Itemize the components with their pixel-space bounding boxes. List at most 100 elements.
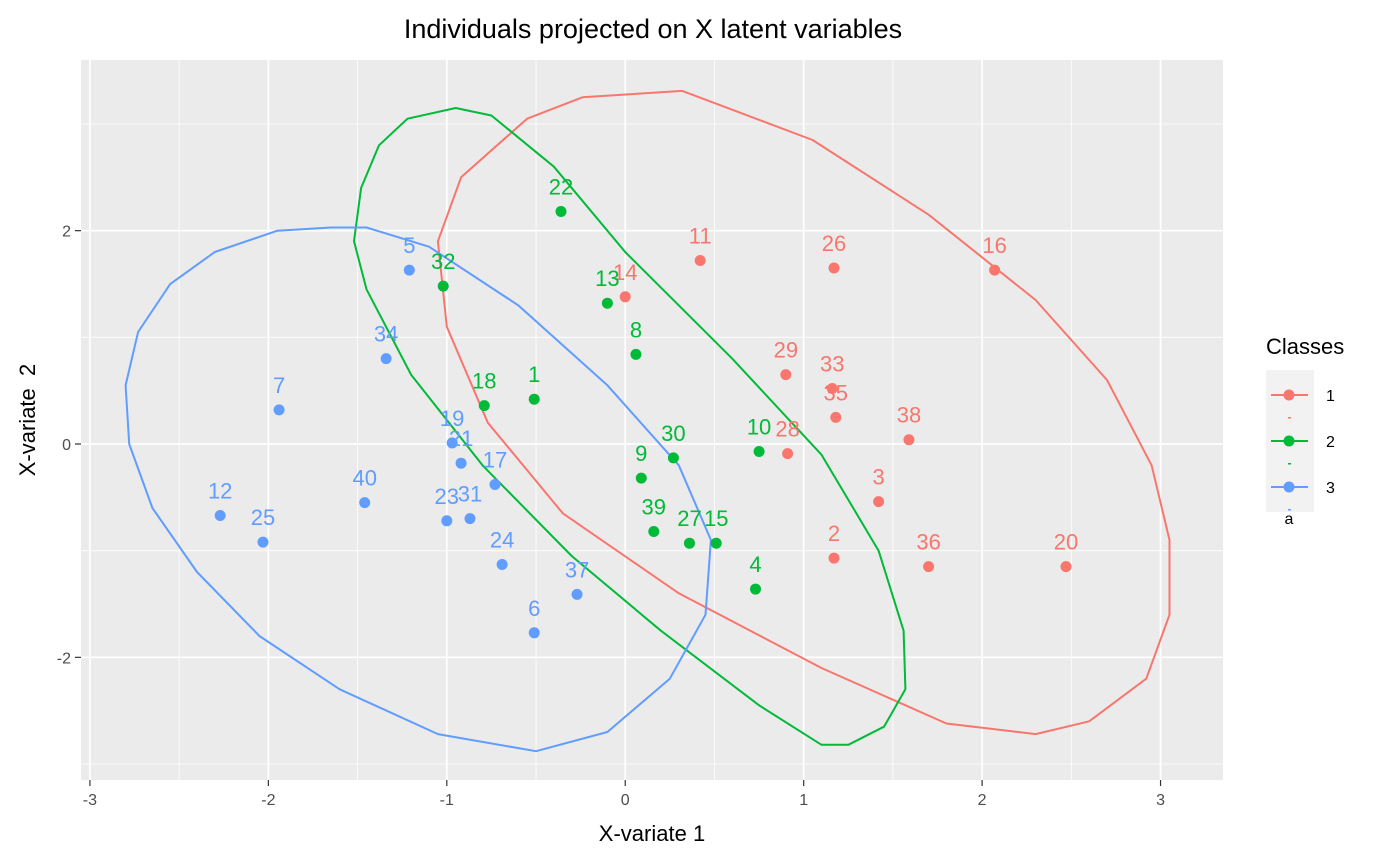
point-1 [528, 393, 540, 405]
x-tick-label: 1 [799, 792, 808, 809]
ellipse-class-1 [436, 89, 1171, 736]
point-40 [359, 497, 371, 509]
point-30 [667, 452, 679, 464]
x-tick-label: -1 [440, 792, 454, 809]
legend-text-key-3 [1288, 509, 1291, 511]
point-label-10: 10 [747, 414, 771, 439]
point-label-36: 36 [916, 530, 940, 555]
point-label-40: 40 [352, 466, 376, 491]
point-label-31: 31 [458, 482, 482, 507]
point-20 [1060, 561, 1072, 573]
x-tick-label: 3 [1156, 792, 1165, 809]
point-label-9: 9 [635, 441, 647, 466]
point-label-24: 24 [490, 528, 514, 553]
point-label-14: 14 [613, 260, 637, 285]
point-24 [496, 559, 508, 571]
legend-point-2 [1283, 435, 1295, 447]
y-axis: -2 0 2 [57, 224, 81, 667]
point-27 [683, 537, 695, 549]
point-label-4: 4 [749, 552, 761, 577]
point-11 [694, 255, 706, 267]
point-25 [257, 536, 269, 548]
x-tick-label: -3 [83, 792, 97, 809]
point-label-20: 20 [1054, 530, 1078, 555]
point-7 [273, 404, 285, 416]
point-label-32: 32 [431, 249, 455, 274]
legend-extra-text: a [1285, 511, 1294, 528]
legend: Classes 1 2 3 a [1266, 334, 1344, 528]
point-label-16: 16 [982, 233, 1006, 258]
legend-label-1: 1 [1326, 388, 1335, 405]
x-tick-label: -2 [261, 792, 275, 809]
legend-keys: 1 2 3 [1266, 370, 1335, 512]
point-8 [630, 348, 642, 360]
point-9 [635, 472, 647, 484]
ellipse-class-2 [353, 107, 907, 746]
y-tick-label: -2 [57, 650, 71, 667]
point-21 [455, 457, 467, 469]
legend-label-2: 2 [1326, 434, 1335, 451]
point-19 [446, 437, 458, 449]
point-13 [601, 297, 613, 309]
point-17 [489, 479, 501, 491]
point-28 [782, 448, 794, 460]
point-label-29: 29 [774, 338, 798, 363]
x-axis-title: X-variate 1 [599, 821, 705, 846]
point-39 [648, 525, 660, 537]
point-label-15: 15 [704, 506, 728, 531]
point-label-27: 27 [677, 506, 701, 531]
legend-text-key-2 [1288, 463, 1291, 465]
minor-gridlines [81, 60, 1223, 780]
point-22 [555, 205, 567, 217]
legend-label-3: 3 [1326, 480, 1335, 497]
point-26 [828, 262, 840, 274]
y-tick-label: 0 [62, 437, 71, 454]
point-label-1: 1 [528, 362, 540, 387]
legend-point-3 [1283, 481, 1295, 493]
point-16 [989, 264, 1001, 276]
point-5 [403, 264, 415, 276]
point-23 [441, 515, 453, 527]
point-15 [710, 537, 722, 549]
confidence-ellipses [124, 89, 1171, 753]
point-label-25: 25 [251, 505, 275, 530]
point-34 [380, 353, 392, 365]
point-35 [830, 411, 842, 423]
ellipse-class-3 [124, 226, 712, 753]
point-label-7: 7 [273, 373, 285, 398]
point-6 [528, 627, 540, 639]
point-label-39: 39 [642, 494, 666, 519]
plot-panel [81, 60, 1223, 780]
point-14 [619, 291, 631, 303]
point-label-26: 26 [822, 231, 846, 256]
point-2 [828, 552, 840, 564]
point-label-8: 8 [630, 317, 642, 342]
point-18 [478, 400, 490, 412]
point-label-12: 12 [208, 478, 232, 503]
point-29 [780, 369, 792, 381]
point-label-6: 6 [528, 596, 540, 621]
point-37 [571, 588, 583, 600]
point-label-37: 37 [565, 557, 589, 582]
point-label-18: 18 [472, 369, 496, 394]
y-tick-label: 2 [62, 224, 71, 241]
x-tick-label: 0 [621, 792, 630, 809]
point-33 [826, 383, 838, 395]
point-label-34: 34 [374, 322, 398, 347]
y-axis-title: X-variate 2 [15, 364, 40, 477]
point-label-23: 23 [435, 484, 459, 509]
legend-text-key-1 [1288, 417, 1291, 419]
point-label-28: 28 [775, 417, 799, 442]
point-label-2: 2 [828, 521, 840, 546]
point-31 [464, 513, 476, 525]
point-label-11: 11 [689, 224, 712, 249]
legend-title: Classes [1266, 334, 1344, 359]
point-label-13: 13 [595, 266, 619, 291]
x-axis: -3 -2 -1 0 1 2 3 [83, 780, 1165, 809]
point-label-19: 19 [440, 406, 464, 431]
point-label-17: 17 [483, 448, 507, 473]
point-36 [923, 561, 935, 573]
point-label-21: 21 [449, 426, 473, 451]
